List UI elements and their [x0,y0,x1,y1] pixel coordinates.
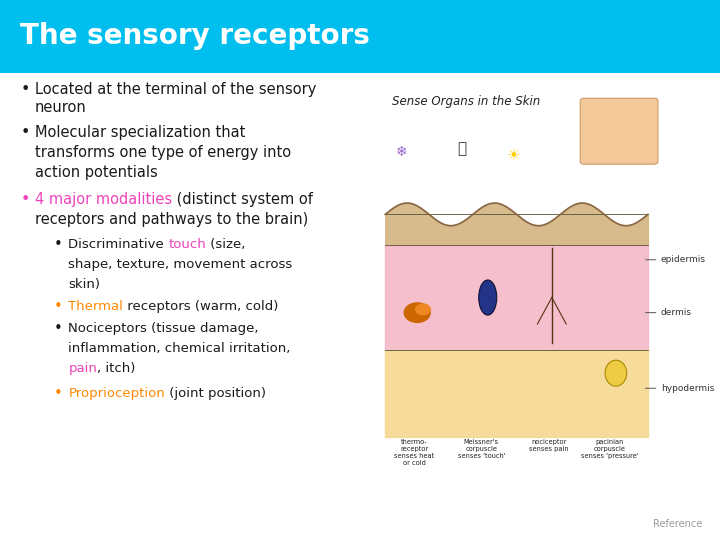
Text: Molecular specialization that: Molecular specialization that [35,125,245,140]
Text: thermo-
receptor
senses heat
or cold: thermo- receptor senses heat or cold [394,440,434,467]
Text: Nociceptors (tissue damage,: Nociceptors (tissue damage, [68,322,259,335]
Text: •: • [54,299,63,314]
Text: Located at the terminal of the sensory: Located at the terminal of the sensory [35,82,316,97]
Text: dermis: dermis [661,308,692,317]
Text: 4 major modalities: 4 major modalities [35,192,171,207]
Circle shape [405,303,431,322]
Text: Meissner's
corpuscle
senses 'touch': Meissner's corpuscle senses 'touch' [457,440,505,460]
Text: Proprioception: Proprioception [68,387,165,400]
Text: Thermal: Thermal [68,300,123,313]
Text: transforms one type of energy into: transforms one type of energy into [35,145,291,160]
Text: The sensory receptors: The sensory receptors [20,23,370,50]
Text: Reference: Reference [653,519,702,529]
Text: •: • [54,237,63,252]
Ellipse shape [605,360,626,386]
Text: ☀: ☀ [507,147,520,162]
Text: skin): skin) [68,278,100,291]
Text: receptors and pathways to the brain): receptors and pathways to the brain) [35,212,308,227]
Text: Sense Organs in the Skin: Sense Organs in the Skin [392,94,541,107]
Bar [385,78,706,456]
Text: Discriminative: Discriminative [68,238,168,251]
Text: •: • [20,192,30,207]
Text: hypodermis: hypodermis [661,384,714,393]
Text: touch: touch [168,238,206,251]
Text: , itch): , itch) [97,362,135,375]
Text: (joint position): (joint position) [165,387,266,400]
Circle shape [416,304,431,315]
Text: pacinian
corpuscle
senses 'pressure': pacinian corpuscle senses 'pressure' [580,440,639,460]
Text: (distinct system of: (distinct system of [171,192,312,207]
Text: •: • [20,125,30,140]
Text: action potentials: action potentials [35,165,157,180]
Text: (size,: (size, [206,238,246,251]
Text: neuron: neuron [35,100,86,116]
Text: shape, texture, movement across: shape, texture, movement across [68,258,292,271]
Text: epidermis: epidermis [661,255,706,264]
Text: 🪶: 🪶 [457,141,467,157]
FancyBboxPatch shape [580,98,658,164]
Text: •: • [20,82,30,97]
Text: •: • [54,321,63,336]
Text: ❄: ❄ [395,145,407,159]
Text: receptors (warm, cold): receptors (warm, cold) [123,300,279,313]
Ellipse shape [479,280,497,315]
Text: •: • [54,386,63,401]
Text: pain: pain [68,362,97,375]
Bar [0,0,720,73]
Text: nociceptor
senses pain: nociceptor senses pain [528,440,568,453]
Text: inflammation, chemical irritation,: inflammation, chemical irritation, [68,342,291,355]
